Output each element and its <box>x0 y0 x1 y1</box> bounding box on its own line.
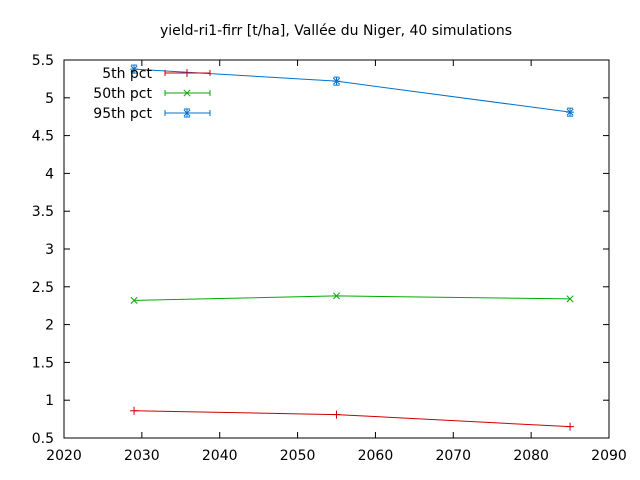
legend-entry: 50th pct <box>93 86 211 102</box>
data-point <box>130 64 139 74</box>
legend-marker <box>183 69 191 77</box>
plot-frame <box>63 59 610 439</box>
series-line <box>134 410 571 428</box>
data-point <box>332 410 341 419</box>
legend-entry: 5th pct <box>102 66 211 82</box>
legend-entry: 95th pct <box>93 106 211 122</box>
y-tick-label: 2.5 <box>32 280 54 296</box>
y-tick-label: 4 <box>45 166 54 182</box>
legend-marker <box>183 108 191 118</box>
y-tick-label: 5 <box>45 91 54 107</box>
y-tick-label: 2 <box>45 318 54 334</box>
x-tick-label: 2040 <box>202 448 238 464</box>
data-point <box>566 107 575 117</box>
x-tick-label: 2050 <box>280 448 316 464</box>
series-line <box>134 68 571 113</box>
plot-series <box>130 64 575 431</box>
x-tick-label: 2060 <box>358 448 394 464</box>
data-point <box>130 296 138 304</box>
legend-marker <box>183 89 191 97</box>
data-point <box>566 422 575 431</box>
series-2 <box>130 292 574 304</box>
chart-title: yield-ri1-firr [t/ha], Vallée du Niger, … <box>160 23 512 39</box>
y-tick-label: 3 <box>45 242 54 258</box>
data-point <box>332 76 341 86</box>
x-tick-label: 2080 <box>513 448 549 464</box>
y-tick-label: 1 <box>45 393 54 409</box>
x-tick-label: 2090 <box>591 448 627 464</box>
y-tick-label: 3.5 <box>32 204 54 220</box>
legend-label: 5th pct <box>102 66 152 82</box>
y-tick-label: 0.5 <box>32 431 54 447</box>
data-point <box>130 406 139 415</box>
series-line <box>134 295 571 301</box>
data-point <box>566 295 574 303</box>
data-point <box>332 292 341 300</box>
legend-label: 50th pct <box>93 86 152 102</box>
legend: 5th pct 50th pct 95th pct <box>93 66 211 122</box>
x-tick-label: 2070 <box>435 448 471 464</box>
y-tick-label: 4.5 <box>32 129 54 145</box>
x-tick-label: 2030 <box>124 448 160 464</box>
x-tick-label: 2020 <box>46 448 82 464</box>
series-1 <box>130 406 575 431</box>
y-tick-label: 1.5 <box>32 355 54 371</box>
axis-ticks: 2020 2030 2040 2050 2060 2070 2080 2090 0.5 1 1.5 2… <box>32 53 627 464</box>
y-tick-label: 5.5 <box>32 53 54 69</box>
legend-label: 95th pct <box>93 106 152 122</box>
